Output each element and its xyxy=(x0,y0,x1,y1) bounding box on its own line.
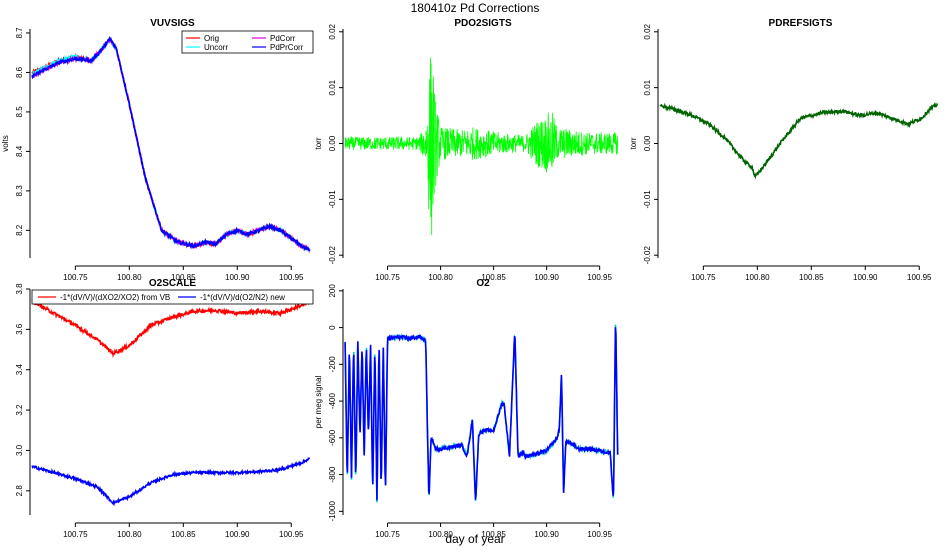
y-tick-label: 0.02 xyxy=(328,23,337,39)
series-line-2 xyxy=(31,36,311,254)
series-line-0 xyxy=(31,36,310,252)
y-tick-label: 0.02 xyxy=(643,23,652,39)
x-tick-label: 100.85 xyxy=(799,273,824,282)
y-tick-label: 8.6 xyxy=(15,66,24,78)
panel-pdo2sigts: PDO2SIGTS 100.75 100.80 100.85 100.90 100.95 -… xyxy=(314,18,619,282)
y-tick-label: 3.0 xyxy=(15,444,24,456)
x-tick-label: 100.80 xyxy=(117,273,142,282)
y-tick-label: 0 xyxy=(328,325,337,330)
y-tick-label: -1000 xyxy=(328,501,337,522)
x-tick-label: 100.75 xyxy=(63,273,88,282)
panel-o2: O2 100.75 100.80 100.85 100.90 100.95 -1000 -80… xyxy=(314,278,619,539)
y-tick-label: -800 xyxy=(328,466,337,483)
panel-title: O2 xyxy=(476,278,490,289)
x-tick-label: 100.85 xyxy=(481,273,506,282)
x-tick-label: 100.85 xyxy=(171,273,196,282)
y-tick-label: 200 xyxy=(328,284,337,298)
figure-xlabel: day of year xyxy=(445,532,504,546)
y-tick-label: -0.01 xyxy=(328,190,337,209)
x-tick-label: 100.75 xyxy=(63,530,88,539)
series-line-1 xyxy=(31,36,311,252)
x-tick-label: 100.90 xyxy=(225,273,250,282)
y-tick-label: -0.02 xyxy=(328,246,337,265)
legend-label: -1*(dV/V)/d(O2/N2) new xyxy=(200,293,285,302)
y-tick-label: -0.01 xyxy=(643,190,652,209)
y-tick-label: 8.7 xyxy=(15,27,24,39)
y-tick-label: 3.4 xyxy=(15,364,24,376)
series-line-3 xyxy=(31,35,311,252)
x-tick-label: 100.90 xyxy=(225,530,250,539)
x-tick-label: 100.90 xyxy=(534,273,559,282)
x-tick-label: 100.85 xyxy=(481,530,506,539)
plot-area xyxy=(659,102,939,180)
y-tick-label: 8.3 xyxy=(15,185,24,197)
y-tick-label: -200 xyxy=(328,356,337,373)
plot-area xyxy=(344,324,619,503)
panel-title: PDO2SIGTS xyxy=(454,18,512,29)
panel-pdrefsigts: PDREFSIGTS 100.75 100.80 100.85 100.90 100.95… xyxy=(629,18,939,282)
series-line-1 xyxy=(344,327,619,501)
y-tick-label: 0.00 xyxy=(328,135,337,151)
y-tick-label: 2.8 xyxy=(15,485,24,497)
series-line-1 xyxy=(31,457,311,507)
x-tick-label: 100.80 xyxy=(117,530,142,539)
x-tick-label: 100.95 xyxy=(587,530,612,539)
panel-vuvsigs: VUVSIGS 100.75 100.80 100.85 100.90 100.95 8.2… xyxy=(1,18,314,282)
x-tick-label: 100.90 xyxy=(853,273,878,282)
series-line-0 xyxy=(344,57,619,236)
series-line-0 xyxy=(31,297,310,358)
y-tick-label: -600 xyxy=(328,429,337,446)
legend-label: PdCorr xyxy=(270,34,296,43)
legend: -1*(dV/V)/(dXO2/XO2) from VB -1*(dV/V)/d(… xyxy=(31,289,314,305)
x-tick-label: 100.95 xyxy=(907,273,932,282)
y-tick-label: 3.8 xyxy=(15,283,24,295)
y-tick-label: -400 xyxy=(328,393,337,410)
legend-label: Orig xyxy=(204,34,219,43)
panel-title: PDREFSIGTS xyxy=(769,18,833,29)
y-tick-label: 3.2 xyxy=(15,404,24,416)
panel-title: O2SCALE xyxy=(149,278,197,289)
x-tick-label: 100.95 xyxy=(279,273,304,282)
y-tick-label: 0.01 xyxy=(643,79,652,95)
legend-label: -1*(dV/V)/(dXO2/XO2) from VB xyxy=(60,293,170,302)
y-tick-label: 0.01 xyxy=(328,79,337,95)
x-tick-label: 100.90 xyxy=(534,530,559,539)
x-tick-label: 100.75 xyxy=(375,273,400,282)
x-tick-label: 100.75 xyxy=(691,273,716,282)
plot-area xyxy=(31,297,311,507)
series-line-0 xyxy=(659,102,939,180)
x-tick-label: 100.75 xyxy=(375,530,400,539)
x-tick-label: 100.95 xyxy=(587,273,612,282)
y-tick-label: 8.5 xyxy=(15,106,24,118)
panel-o2scale: O2SCALE 100.75 100.80 100.85 100.90 100.95 2.8… xyxy=(15,278,314,539)
y-axis-label: volts xyxy=(1,135,10,151)
x-tick-label: 100.95 xyxy=(279,530,304,539)
legend-label: PdPrCorr xyxy=(270,43,304,52)
y-tick-label: 0.00 xyxy=(643,135,652,151)
y-axis-label: torr xyxy=(314,137,323,149)
y-axis-label: per meg signal xyxy=(314,376,323,429)
y-tick-label: -0.02 xyxy=(643,246,652,265)
x-tick-label: 100.80 xyxy=(745,273,770,282)
plot-area xyxy=(344,57,619,236)
y-axis-label: torr xyxy=(629,137,638,149)
x-tick-label: 100.80 xyxy=(428,273,453,282)
x-tick-label: 100.85 xyxy=(171,530,196,539)
x-tick-label: 100.80 xyxy=(428,530,453,539)
figure-title: 180410z Pd Corrections xyxy=(411,1,540,15)
legend-label: Uncorr xyxy=(204,43,228,52)
y-tick-label: 8.4 xyxy=(15,145,24,157)
plot-area xyxy=(31,35,311,254)
panel-title: VUVSIGS xyxy=(150,18,195,29)
y-tick-label: 3.6 xyxy=(15,323,24,335)
y-tick-label: 8.2 xyxy=(15,224,24,236)
